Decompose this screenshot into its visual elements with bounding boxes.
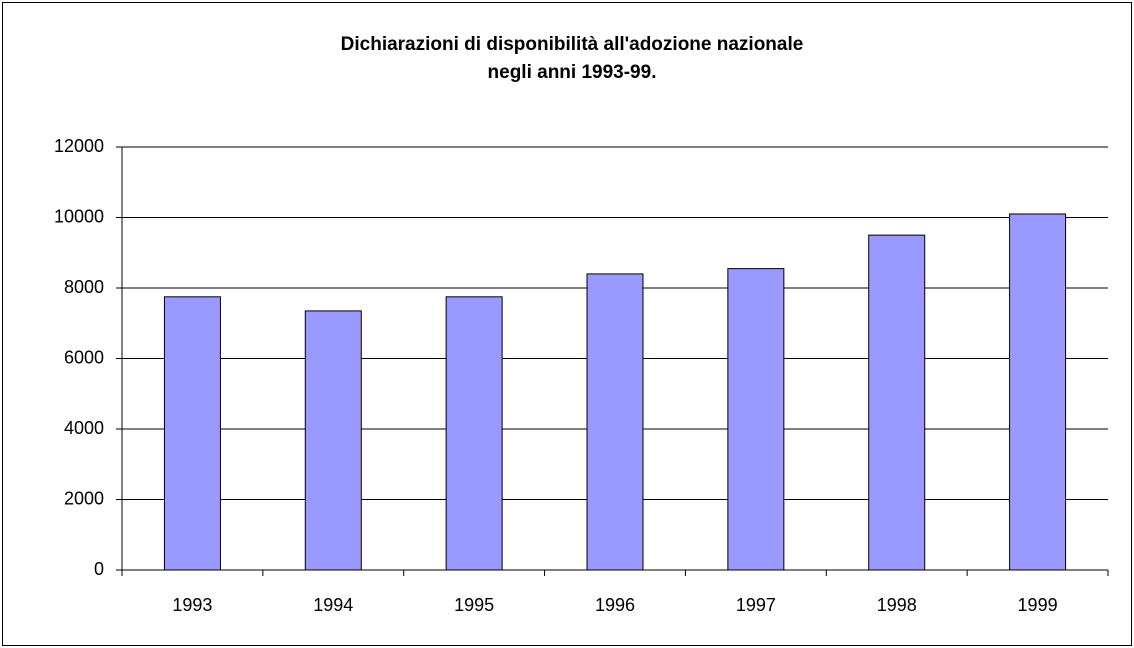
chart-title: negli anni 1993-99. <box>488 62 657 83</box>
x-tick-label: 1999 <box>1018 595 1058 615</box>
x-tick-label: 1993 <box>172 595 212 615</box>
y-tick-label: 2000 <box>64 488 104 508</box>
y-tick-label: 0 <box>94 559 104 579</box>
y-tick-label: 12000 <box>54 136 104 156</box>
x-tick-label: 1997 <box>736 595 776 615</box>
bar <box>586 273 644 571</box>
bar <box>1009 213 1067 571</box>
bar <box>304 310 362 571</box>
x-tick-label: 1998 <box>877 595 917 615</box>
chart-title: Dichiarazioni di disponibilità all'adozi… <box>341 34 804 55</box>
bar <box>163 296 221 571</box>
y-tick-label: 10000 <box>54 206 104 226</box>
x-tick-label: 1996 <box>595 595 635 615</box>
y-tick-label: 8000 <box>64 277 104 297</box>
bar <box>445 296 503 571</box>
x-tick-label: 1994 <box>313 595 353 615</box>
y-tick-label: 4000 <box>64 418 104 438</box>
bar <box>727 268 785 571</box>
bar <box>868 234 926 571</box>
y-tick-label: 6000 <box>64 347 104 367</box>
x-tick-label: 1995 <box>454 595 494 615</box>
